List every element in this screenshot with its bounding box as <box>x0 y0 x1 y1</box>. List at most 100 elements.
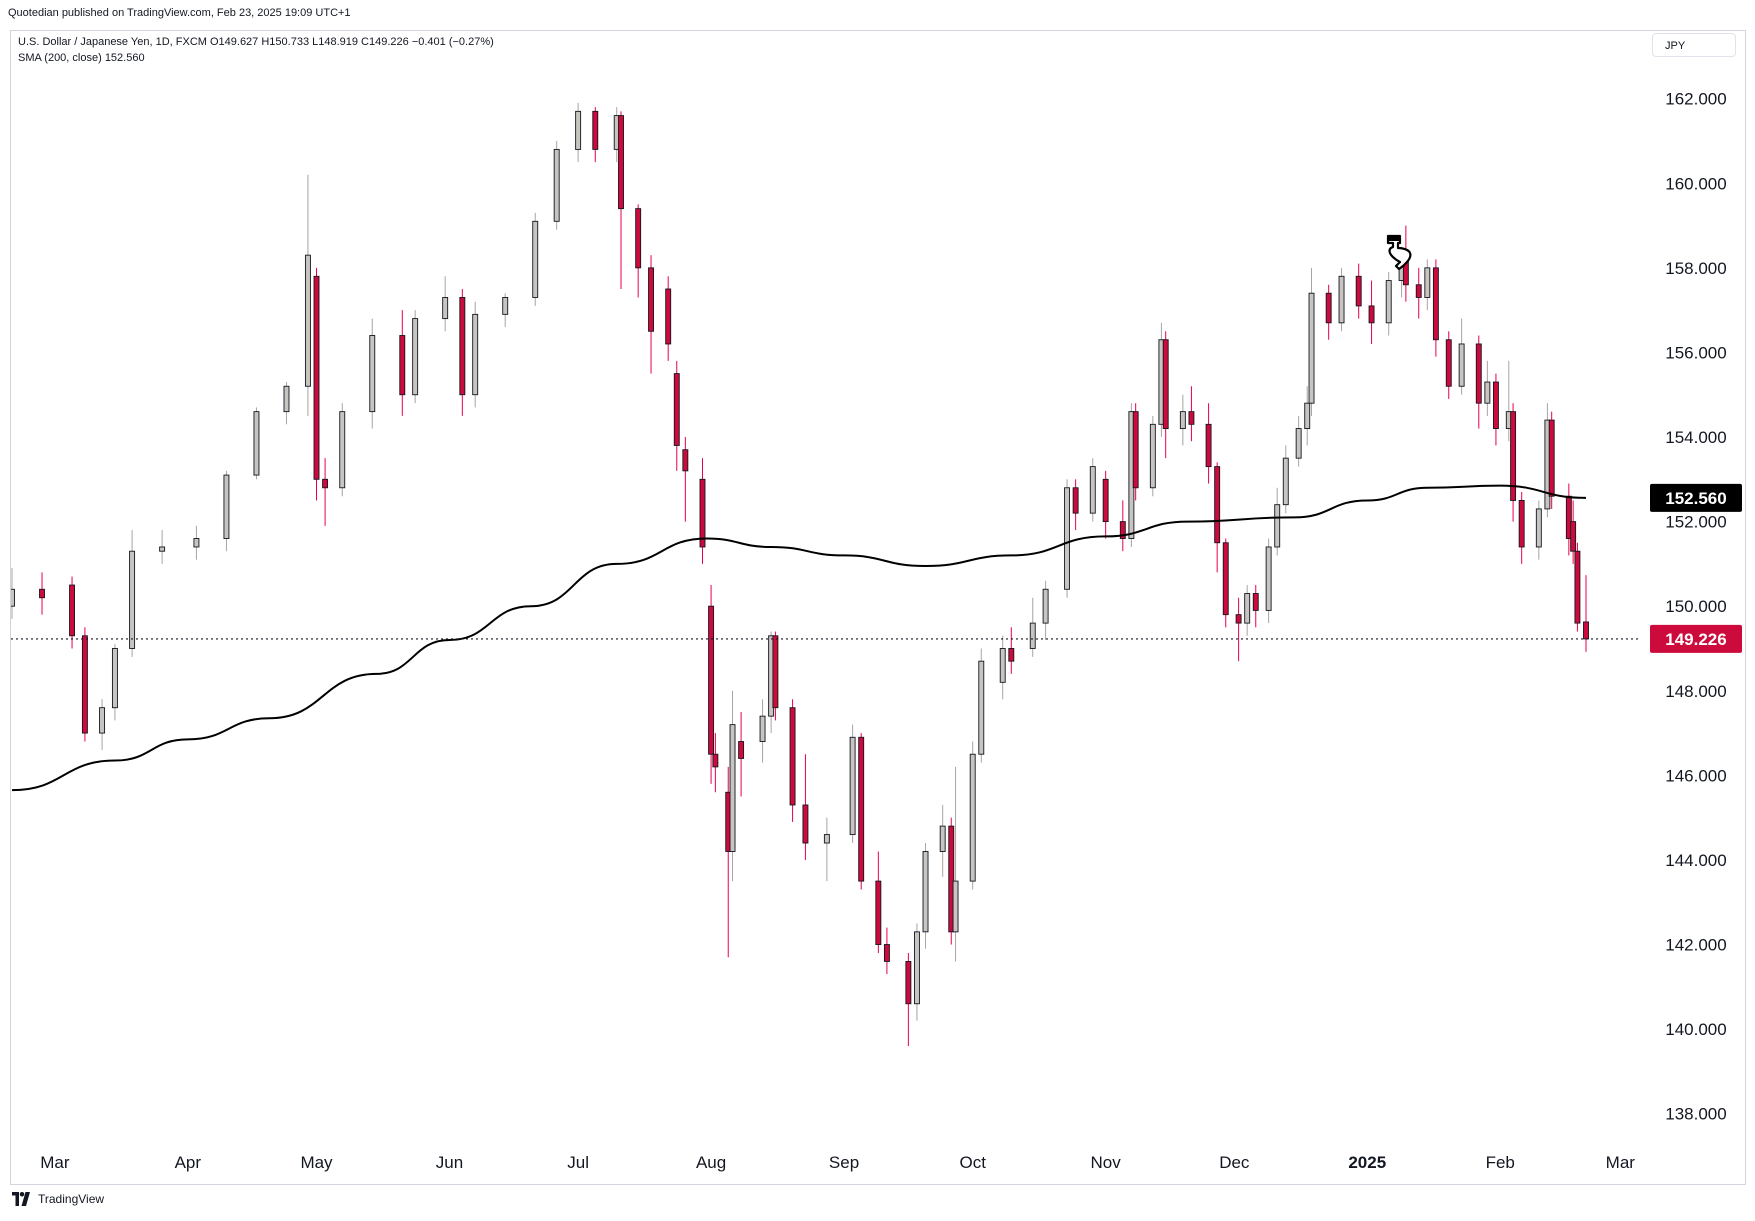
candle-body <box>532 220 539 298</box>
candle-body <box>759 715 766 742</box>
candle-body <box>618 115 624 210</box>
candle-body <box>1548 419 1555 497</box>
candle-body <box>708 605 715 755</box>
last-price-tag: 149.226 <box>1650 624 1742 653</box>
candle-body <box>665 288 672 345</box>
time-axis-tick-label: 2025 <box>1348 1153 1386 1172</box>
candle-body <box>1214 466 1221 544</box>
candle-body <box>978 660 985 755</box>
candle-body <box>1188 411 1195 425</box>
price-axis-tick-label: 154.000 <box>1665 428 1726 447</box>
time-axis-tick-label: May <box>300 1153 333 1172</box>
candle-body <box>1282 457 1289 506</box>
price-axis-tick-label: 142.000 <box>1665 936 1726 955</box>
chart-frame <box>10 30 1746 1185</box>
publisher-line: Quotedian published on TradingView.com, … <box>8 7 351 19</box>
candle-body <box>472 313 479 396</box>
candle-body <box>1574 550 1581 624</box>
candle-body <box>1029 622 1036 649</box>
price-axis-tick-label: 138.000 <box>1665 1105 1726 1124</box>
price-axis-tick-label: 152.000 <box>1665 513 1726 532</box>
candle-body <box>339 411 346 489</box>
time-axis-tick-label: Jun <box>436 1153 463 1172</box>
candle-body <box>81 635 88 734</box>
candle-body <box>905 961 912 1005</box>
candle-body <box>283 385 290 413</box>
candle-body <box>1072 487 1079 514</box>
candle-body <box>1295 428 1302 459</box>
candle-body <box>1424 267 1431 298</box>
candle-body <box>1089 466 1096 514</box>
currency-selector[interactable]: JPY <box>1652 33 1736 57</box>
time-axis-tick-label: Apr <box>175 1153 202 1172</box>
cursor-hand-icon <box>1386 234 1412 271</box>
candle-body <box>1484 381 1491 404</box>
candle-body <box>1535 508 1542 548</box>
candle-body <box>1475 343 1482 404</box>
candle-body <box>772 635 779 709</box>
time-axis-tick-label: Nov <box>1091 1153 1122 1172</box>
price-axis-tick-label: 150.000 <box>1665 597 1726 616</box>
candle-body <box>1510 411 1517 501</box>
footer-brand-label: TradingView <box>38 1192 105 1206</box>
candle-body <box>1368 305 1375 324</box>
candle-body <box>1179 411 1186 430</box>
candle-body <box>193 538 200 548</box>
candle-body <box>1338 275 1345 324</box>
candle-body <box>1492 381 1499 430</box>
candle-body <box>575 110 582 150</box>
time-axis-tick-label: Jul <box>567 1153 589 1172</box>
last-price-tag-label: 149.226 <box>1665 630 1726 649</box>
candle-body <box>99 707 106 734</box>
candle-body <box>1042 588 1049 624</box>
candle-body <box>883 944 890 962</box>
candle-body <box>969 753 976 882</box>
candle-body <box>1385 280 1392 324</box>
time-axis-tick-label: Aug <box>696 1153 726 1172</box>
candle-body <box>39 588 45 599</box>
candle-body <box>712 753 719 768</box>
sma-200-line <box>11 484 1587 792</box>
candle-body <box>1119 521 1126 539</box>
price-axis-tick-label: 158.000 <box>1665 259 1726 278</box>
candle-body <box>1583 621 1589 640</box>
time-axis-tick-label: Mar <box>1606 1153 1636 1172</box>
candle-body <box>699 478 706 548</box>
time-axis-tick-label: Mar <box>40 1153 70 1172</box>
candle-body <box>69 584 75 637</box>
candle-body <box>1304 402 1311 430</box>
candle-body <box>875 880 882 945</box>
candle-body <box>729 724 736 852</box>
tradingview-logo-icon <box>12 1192 30 1206</box>
sma-price-tag: 152.560 <box>1650 483 1742 512</box>
candle-body <box>1244 593 1251 624</box>
candle-body <box>1570 521 1577 552</box>
candle-body <box>412 318 419 396</box>
candle-body <box>1205 423 1212 468</box>
candle-body <box>823 834 830 844</box>
candle-body <box>223 474 230 539</box>
time-axis[interactable]: Mar Apr May Jun Jul Aug Sep Oct Nov Dec 2025 Feb Mar <box>40 1153 1635 1172</box>
candle-body <box>459 296 466 396</box>
candle-body <box>635 208 642 269</box>
candle-body <box>738 741 745 759</box>
price-axis[interactable]: 138.000 140.000 142.000 144.000 146.000 148.0… <box>1665 90 1726 1124</box>
candle-body <box>1064 487 1071 590</box>
candle-body <box>802 804 809 844</box>
candle-body <box>313 275 320 480</box>
candle-body <box>253 411 260 476</box>
candle-body <box>304 254 311 387</box>
candle-body <box>849 736 856 836</box>
candle-body <box>948 825 955 933</box>
candle-body <box>648 267 654 332</box>
candle-body <box>1458 343 1465 387</box>
price-axis-tick-label: 148.000 <box>1665 682 1726 701</box>
candle-body <box>952 880 959 933</box>
candle-body <box>1308 292 1315 404</box>
candle-body <box>1149 423 1156 489</box>
price-axis-tick-label: 162.000 <box>1665 90 1726 109</box>
candle-body <box>1102 478 1109 523</box>
candle-body <box>913 931 920 1005</box>
candle-body <box>858 736 865 882</box>
